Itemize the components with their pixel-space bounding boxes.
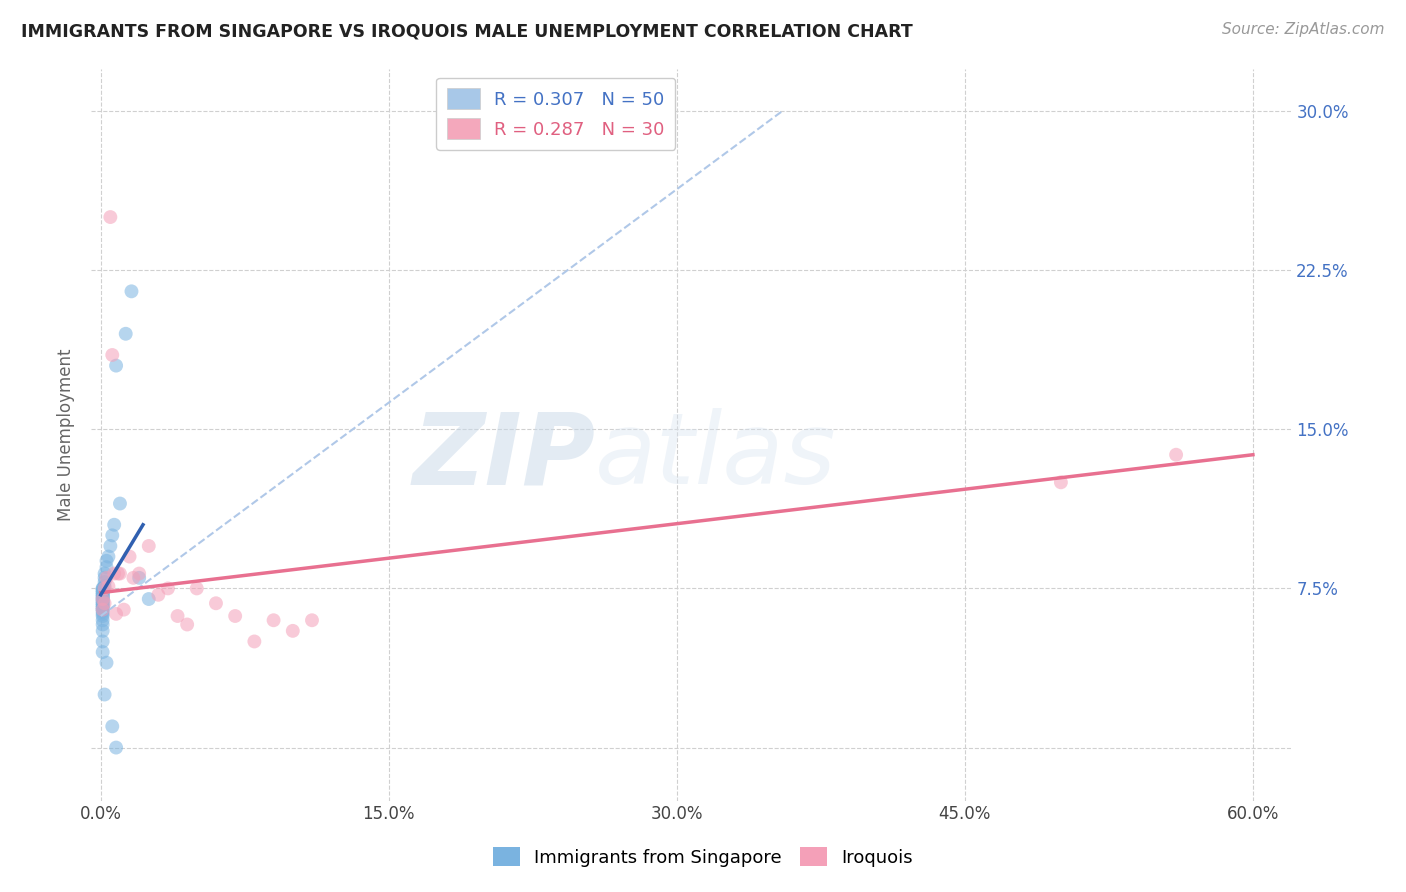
- Point: [91, 592, 114, 607]
- Point: [243, 634, 266, 648]
- Point: [263, 613, 285, 627]
- Point: [93, 579, 115, 593]
- Point: [176, 617, 198, 632]
- Point: [91, 613, 114, 627]
- Point: [91, 634, 114, 648]
- Point: [96, 571, 118, 585]
- Point: [91, 592, 114, 607]
- Point: [91, 590, 114, 604]
- Point: [91, 602, 114, 616]
- Point: [91, 596, 114, 610]
- Point: [103, 566, 125, 581]
- Point: [91, 624, 114, 638]
- Point: [101, 528, 124, 542]
- Point: [91, 599, 114, 613]
- Point: [107, 566, 129, 581]
- Point: [91, 590, 114, 604]
- Point: [91, 600, 114, 615]
- Point: [91, 583, 114, 598]
- Point: [93, 582, 115, 596]
- Point: [103, 517, 125, 532]
- Point: [224, 609, 246, 624]
- Point: [148, 588, 170, 602]
- Point: [101, 719, 124, 733]
- Point: [138, 539, 160, 553]
- Point: [98, 539, 121, 553]
- Point: [118, 549, 141, 564]
- Point: [91, 605, 114, 619]
- Point: [91, 645, 114, 659]
- Point: [91, 585, 114, 599]
- Point: [138, 592, 160, 607]
- Point: [108, 566, 131, 581]
- Point: [105, 607, 128, 621]
- Point: [205, 596, 228, 610]
- Point: [91, 596, 114, 610]
- Point: [1050, 475, 1073, 490]
- Point: [1164, 448, 1187, 462]
- Point: [96, 554, 118, 568]
- Point: [91, 588, 114, 602]
- Point: [91, 582, 114, 596]
- Point: [114, 326, 136, 341]
- Text: atlas: atlas: [595, 408, 837, 505]
- Point: [91, 582, 114, 596]
- Point: [91, 594, 114, 608]
- Point: [91, 607, 114, 621]
- Point: [91, 594, 114, 608]
- Point: [122, 571, 145, 585]
- Point: [121, 285, 143, 299]
- Point: [91, 602, 114, 616]
- Point: [166, 609, 188, 624]
- Point: [91, 600, 114, 615]
- Point: [97, 579, 120, 593]
- Point: [281, 624, 304, 638]
- Point: [105, 359, 128, 373]
- Point: [128, 566, 150, 581]
- Text: IMMIGRANTS FROM SINGAPORE VS IROQUOIS MALE UNEMPLOYMENT CORRELATION CHART: IMMIGRANTS FROM SINGAPORE VS IROQUOIS MA…: [21, 22, 912, 40]
- Point: [108, 497, 131, 511]
- Point: [156, 582, 179, 596]
- Point: [101, 348, 124, 362]
- Point: [112, 602, 135, 616]
- Point: [96, 560, 118, 574]
- Point: [105, 740, 128, 755]
- Point: [98, 210, 121, 224]
- Point: [91, 583, 114, 598]
- Point: [91, 585, 114, 599]
- Point: [93, 596, 115, 610]
- Point: [93, 571, 115, 585]
- Point: [93, 575, 115, 590]
- Point: [96, 656, 118, 670]
- Legend: Immigrants from Singapore, Iroquois: Immigrants from Singapore, Iroquois: [485, 840, 921, 874]
- Point: [128, 571, 150, 585]
- Point: [91, 609, 114, 624]
- Point: [93, 688, 115, 702]
- Point: [186, 582, 208, 596]
- Legend: R = 0.307   N = 50, R = 0.287   N = 30: R = 0.307 N = 50, R = 0.287 N = 30: [436, 78, 675, 150]
- Point: [301, 613, 323, 627]
- Text: Source: ZipAtlas.com: Source: ZipAtlas.com: [1222, 22, 1385, 37]
- Point: [91, 602, 114, 616]
- Point: [91, 617, 114, 632]
- Point: [91, 599, 114, 613]
- Point: [97, 549, 120, 564]
- Point: [93, 566, 115, 581]
- Point: [91, 592, 114, 607]
- Y-axis label: Male Unemployment: Male Unemployment: [58, 348, 75, 521]
- Point: [91, 588, 114, 602]
- Text: ZIP: ZIP: [412, 408, 595, 505]
